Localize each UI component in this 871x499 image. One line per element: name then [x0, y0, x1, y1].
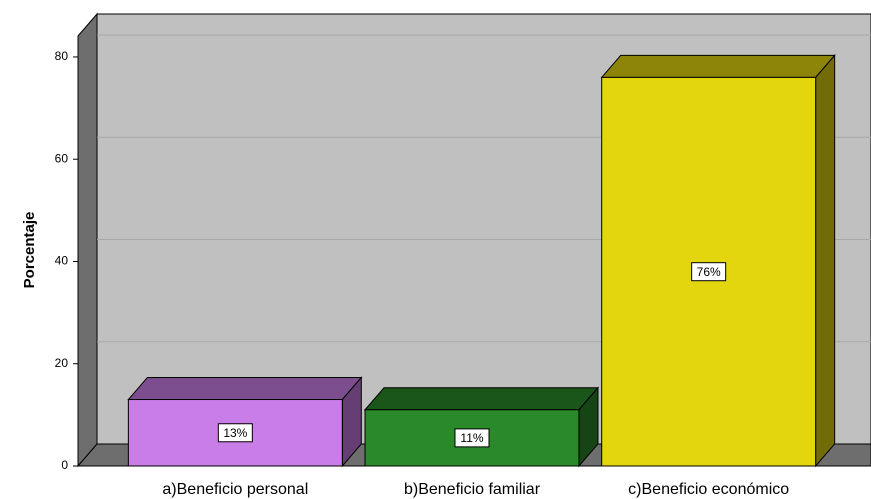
x-tick-label: b)Beneficio familiar [404, 481, 541, 498]
y-tick-label: 80 [55, 49, 69, 63]
value-label-box [691, 262, 727, 282]
value-label: 11% [460, 431, 483, 445]
bar-top [600, 54, 836, 78]
bar-top [127, 377, 363, 401]
side-wall [77, 12, 98, 468]
y-axis-label: Porcentaje [21, 212, 38, 289]
bars: 13% 11% 76% [127, 54, 836, 468]
bar-side [815, 54, 836, 468]
y-tick-label: 20 [55, 356, 69, 370]
value-label-box [454, 428, 490, 448]
y-tick-label: 40 [55, 254, 69, 268]
bar-top [363, 387, 600, 411]
bar: 13% [127, 376, 363, 468]
y-tick-label: 0 [61, 458, 68, 472]
x-tick-label: a)Beneficio personal [162, 481, 308, 498]
bar: 76% [600, 54, 836, 468]
x-tick-label: c)Beneficio económico [628, 481, 789, 498]
value-label-box [217, 423, 253, 443]
value-label: 13% [223, 426, 247, 440]
value-label: 76% [697, 265, 721, 279]
bar: 11% [363, 386, 600, 468]
bar-front [601, 76, 817, 467]
y-tick-label: 60 [55, 151, 69, 165]
